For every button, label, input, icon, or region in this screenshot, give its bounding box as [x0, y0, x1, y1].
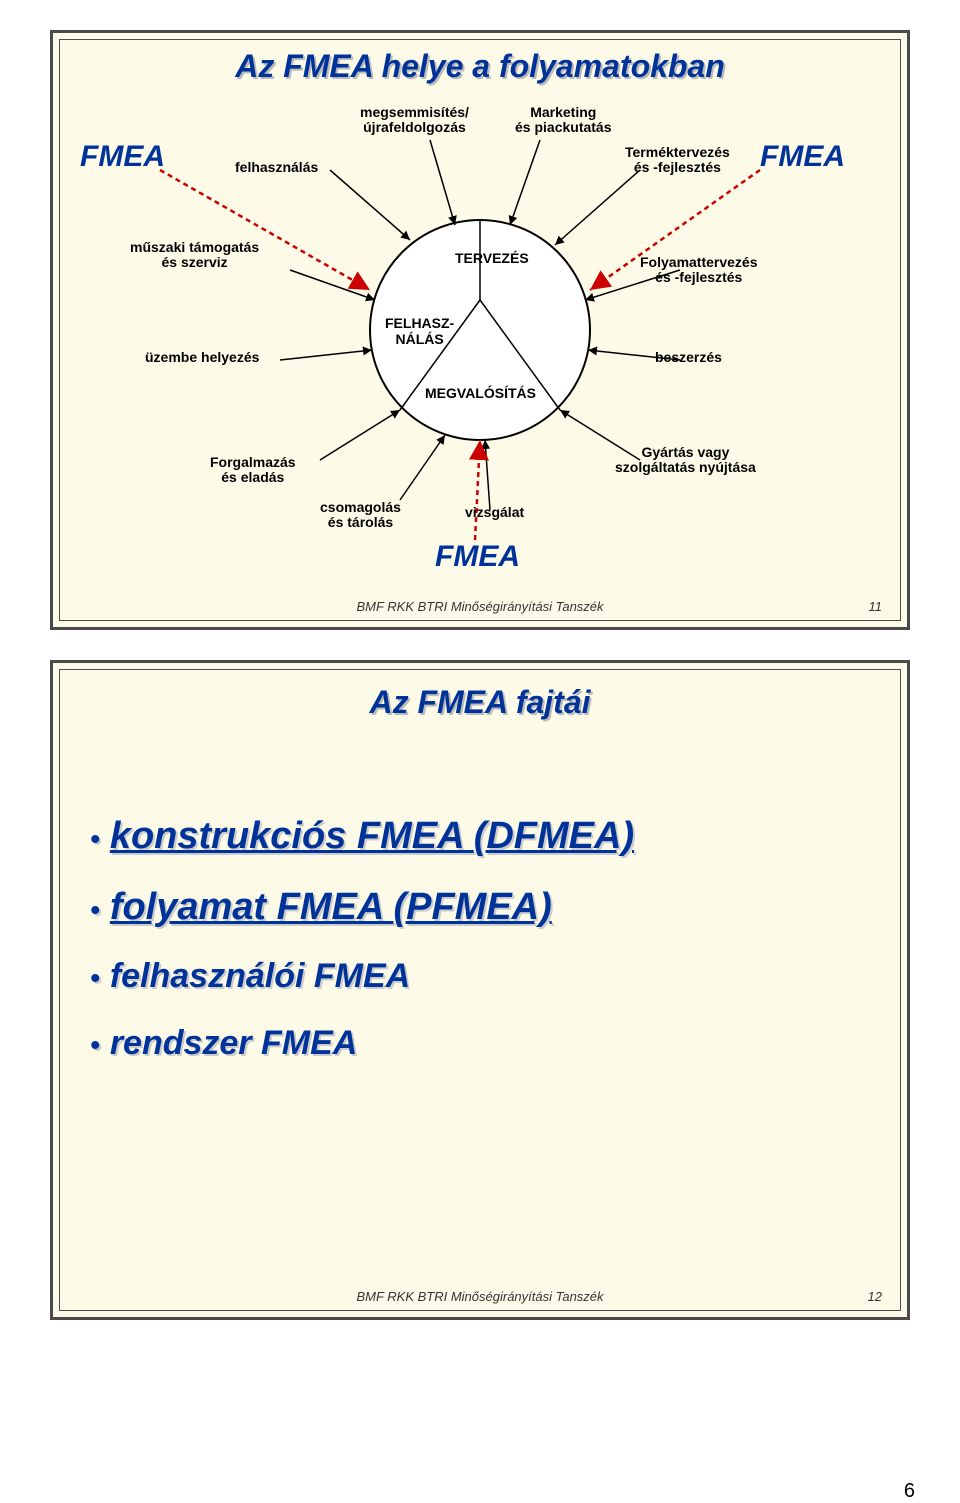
slide-2-inner: Az FMEA fajtái •konstrukciós FMEA (DFMEA… — [59, 669, 901, 1311]
bullet-2: •felhasználói FMEA — [60, 943, 900, 1010]
slide-1-inner: Az FMEA helye a folyamatokban FMEA FMEA … — [59, 39, 901, 621]
label-felhasznalas: felhasználás — [235, 160, 318, 175]
label-gyartas: Gyártás vagy szolgáltatás nyújtása — [615, 445, 756, 476]
label-csomagolas: csomagolás és tárolás — [320, 500, 401, 531]
label-marketing: Marketing és piackutatás — [515, 105, 612, 136]
global-page-number: 6 — [904, 1480, 915, 1503]
slide1-pagenum: 11 — [869, 599, 883, 614]
bullet-list: •konstrukciós FMEA (DFMEA)•folyamat FMEA… — [60, 801, 900, 1077]
segment-tervezes: TERVEZÉS — [455, 250, 529, 266]
label-uzembe: üzembe helyezés — [145, 350, 259, 365]
bullet-0: •konstrukciós FMEA (DFMEA) — [60, 801, 900, 872]
label-vizsgalat: vizsgálat — [465, 505, 524, 520]
slide2-footer: BMF RKK BTRI Minőségirányítási Tanszék — [60, 1289, 900, 1304]
label-muszaki: műszaki támogatás és szerviz — [130, 240, 259, 271]
slide2-title: Az FMEA fajtái — [60, 670, 900, 721]
bullet-1: •folyamat FMEA (PFMEA) — [60, 872, 900, 943]
segment-megvalositas: MEGVALÓSÍTÁS — [425, 385, 536, 401]
label-forgalmazas: Forgalmazás és eladás — [210, 455, 296, 486]
slide1-footer: BMF RKK BTRI Minőségirányítási Tanszék — [60, 599, 900, 614]
label-folyamattervezes: Folyamattervezés és -fejlesztés — [640, 255, 758, 286]
slide2-pagenum: 12 — [868, 1289, 882, 1304]
slide-2: Az FMEA fajtái •konstrukciós FMEA (DFMEA… — [50, 660, 910, 1320]
label-beszerzes: beszerzés — [655, 350, 722, 365]
slide-1: Az FMEA helye a folyamatokban FMEA FMEA … — [50, 30, 910, 630]
label-megsemmisites: megsemmisítés/ újrafeldolgozás — [360, 105, 469, 136]
bullet-3: •rendszer FMEA — [60, 1010, 900, 1077]
segment-felhasznalas: FELHASZ- NÁLÁS — [385, 315, 454, 347]
label-termektervezes: Terméktervezés és -fejlesztés — [625, 145, 730, 176]
